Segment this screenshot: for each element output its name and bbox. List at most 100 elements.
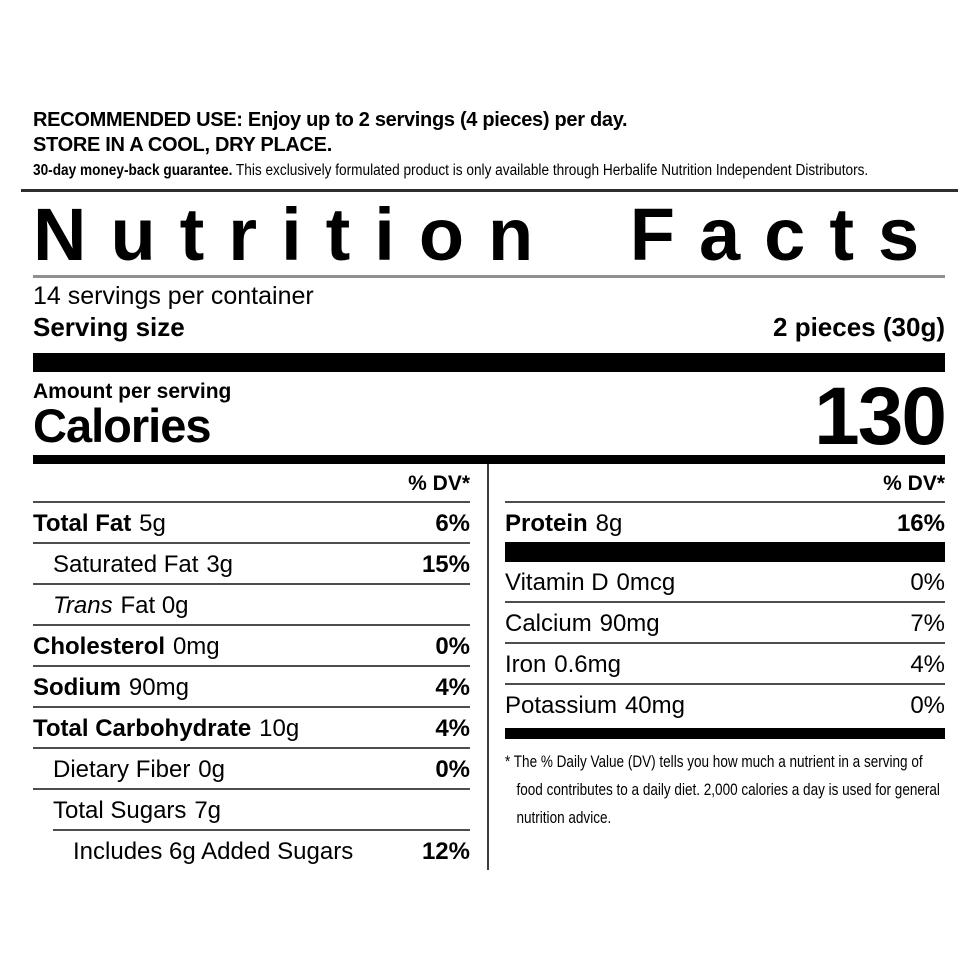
servings-per-container: 14 servings per container (33, 281, 314, 310)
calories-label: Calories (33, 398, 211, 452)
nutrient-dv: 0% (435, 756, 470, 784)
nutrient-name: Includes 6g Added Sugars (73, 839, 353, 865)
total-sugars-row: Total Sugars 7g (33, 790, 470, 829)
nutrient-name-bold: Protein (505, 510, 588, 538)
footnote-line: food contributes to a daily diet. 2,000 … (516, 781, 940, 800)
nutrient-dv: 4% (435, 715, 470, 743)
daily-value-footnote: * The % Daily Value (DV) tells you how m… (505, 748, 940, 832)
nutrient-name: Total Carbohydrate 10g (33, 716, 299, 742)
left-nutrient-column: % DV* Total Fat 5g 6% Saturated Fat 3g 15%… (33, 464, 470, 870)
nutrient-name-bold: Total Carbohydrate (33, 715, 252, 743)
nutrient-name: Calcium 90mg (505, 611, 660, 637)
nutrient-amount: 0.6mg (554, 651, 621, 679)
nutrient-name-text: Dietary Fiber (53, 756, 191, 784)
nutrient-name: Trans Fat 0g (53, 593, 189, 619)
nutrient-amount: 8g (595, 510, 623, 538)
nutrient-name: Potassium 40mg (505, 693, 685, 719)
title-rule (33, 274, 945, 278)
cholesterol-row: Cholesterol 0mg 0% (33, 626, 470, 668)
nutrient-name-text: Potassium (505, 692, 618, 720)
thick-bar-footnote (505, 728, 945, 740)
nutrient-name: Total Fat 5g (33, 511, 166, 537)
serving-size-label: Serving size (33, 311, 185, 342)
nutrient-name-bold: Cholesterol (33, 633, 166, 661)
calcium-row: Calcium 90mg 7% (505, 603, 945, 645)
nutrient-dv: 7% (910, 610, 945, 638)
nutrient-name-text: Calcium (505, 610, 592, 638)
column-divider (487, 464, 489, 871)
dietary-fiber-row: Dietary Fiber 0g 0% (33, 749, 470, 791)
vitamin-d-row: Vitamin D 0mcg 0% (505, 562, 945, 604)
nutrient-dv: 0% (910, 692, 945, 720)
total-carbohydrate-row: Total Carbohydrate 10g 4% (33, 708, 470, 750)
thick-bar-serving (33, 352, 945, 372)
nutrient-dv: 12% (421, 838, 470, 866)
nutrient-dv: 6% (435, 510, 470, 538)
guarantee-bold-text: 30-day money-back guarantee. (33, 162, 233, 179)
nutrient-dv: 0% (435, 633, 470, 661)
nutrient-amount: 90mg (599, 610, 660, 638)
nutrient-dv: 15% (421, 551, 470, 579)
thick-bar-calories (33, 455, 945, 465)
sodium-row: Sodium 90mg 4% (33, 667, 470, 709)
calories-block: Amount per serving Calories 130 (33, 370, 947, 462)
serving-size-value: 2 pieces (30g) (773, 311, 945, 342)
thick-bar-protein (505, 542, 945, 563)
nutrient-name-bold: Sodium (33, 674, 121, 702)
calories-value: 130 (814, 370, 947, 462)
total-fat-row: Total Fat 5g 6% (33, 503, 470, 545)
potassium-row: Potassium 40mg 0% (505, 685, 945, 724)
nutrient-name: Cholesterol 0mg (33, 634, 220, 660)
nutrient-name: Vitamin D 0mcg (505, 570, 675, 596)
nutrient-name: Sodium 90mg (33, 675, 189, 701)
guarantee-rest-text: This exclusively formulated product is o… (232, 162, 869, 179)
trans-fat-row: Trans Fat 0g (33, 585, 470, 627)
nutrient-name: Saturated Fat 3g (53, 552, 233, 578)
nutrient-name-bold: Total Fat (33, 510, 132, 538)
serving-size-row: Serving size 2 pieces (30g) (33, 312, 945, 342)
intro-divider (21, 189, 958, 192)
amount-per-serving-label: Amount per serving (33, 379, 232, 403)
nutrient-name: Total Sugars 7g (53, 798, 221, 824)
nutrient-name: Dietary Fiber 0g (53, 757, 225, 783)
nutrient-amount: 0mg (172, 633, 220, 661)
footnote-line: nutrition advice. (516, 809, 612, 828)
nutrient-amount: 90mg (128, 674, 189, 702)
label-content: RECOMMENDED USE: Enjoy up to 2 servings … (21, 108, 958, 871)
recommended-use-text: RECOMMENDED USE: Enjoy up to 2 servings … (33, 109, 628, 131)
saturated-fat-row: Saturated Fat 3g 15% (33, 544, 470, 586)
nutrient-amount: Fat 0g (120, 592, 189, 620)
nutrient-dv: 16% (896, 510, 945, 538)
nutrient-name-text: Includes 6g Added Sugars (73, 838, 354, 866)
nutrient-name: Protein 8g (505, 511, 622, 537)
storage-text: STORE IN A COOL, DRY PLACE. (33, 134, 332, 156)
nutrient-name-italic: Trans (53, 592, 113, 620)
nutrient-name-text: Total Sugars (53, 797, 187, 825)
nutrient-columns: % DV* Total Fat 5g 6% Saturated Fat 3g 15%… (33, 464, 945, 871)
nutrient-dv: 4% (435, 674, 470, 702)
nutrient-name-text: Iron (505, 651, 547, 679)
nutrient-amount: 5g (139, 510, 166, 538)
iron-row: Iron 0.6mg 4% (505, 644, 945, 686)
nutrient-dv: 0% (910, 569, 945, 597)
dv-header-left: % DV* (33, 464, 470, 504)
protein-row: Protein 8g 16% (505, 503, 945, 542)
nutrient-name-text: Saturated Fat (53, 551, 199, 579)
nutrient-name: Iron 0.6mg (505, 652, 621, 678)
guarantee-text: 30-day money-back guarantee. This exclus… (33, 160, 868, 182)
dv-header-right: % DV* (505, 464, 945, 504)
nutrient-amount: 10g (259, 715, 300, 743)
calories-left: Amount per serving Calories (33, 380, 231, 449)
nutrient-amount: 40mg (624, 692, 685, 720)
footnote-line: * The % Daily Value (DV) tells you how m… (505, 753, 923, 772)
nutrient-amount: 0g (198, 756, 225, 784)
nutrient-amount: 7g (194, 797, 222, 825)
nutrient-dv: 4% (910, 651, 945, 679)
added-sugars-row: Includes 6g Added Sugars 12% (53, 829, 470, 870)
nutrient-name-text: Vitamin D (505, 569, 609, 597)
nutrient-amount: 3g (206, 551, 234, 579)
nutrition-facts-title: Nutrition Facts (33, 193, 944, 276)
right-nutrient-column: % DV* Protein 8g 16% Vitamin D 0mcg 0% Cal… (505, 464, 945, 870)
nutrient-amount: 0mcg (616, 569, 676, 597)
